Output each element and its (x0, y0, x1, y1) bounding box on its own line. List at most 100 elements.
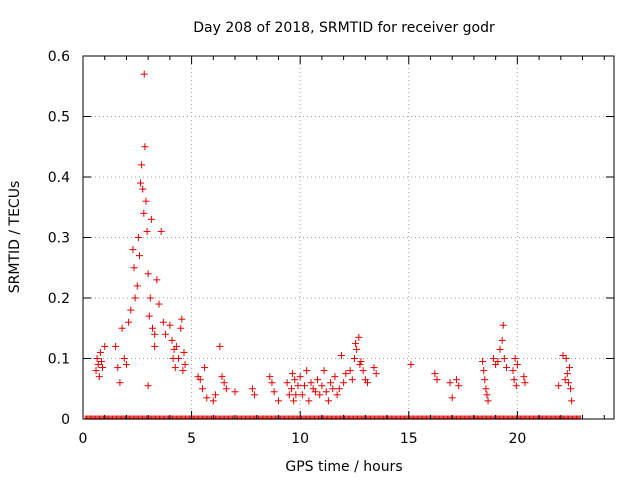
data-point (96, 348, 104, 356)
data-point (180, 348, 188, 356)
data-point (327, 379, 335, 387)
data-point (196, 376, 204, 384)
data-point (118, 324, 126, 332)
data-point (480, 367, 488, 375)
data-point (511, 355, 519, 362)
x-tick-label: 15 (400, 431, 418, 447)
data-point (352, 339, 360, 347)
data-point (93, 355, 101, 362)
data-point (99, 364, 107, 372)
y-tick-label: 0.1 (48, 352, 70, 368)
data-point (568, 397, 576, 405)
x-tick-label: 20 (508, 431, 526, 447)
data-point (353, 345, 361, 353)
chart-title: Day 208 of 2018, SRMTID for receiver god… (193, 20, 495, 36)
data-point (283, 379, 291, 387)
data-point (407, 361, 415, 369)
x-tick-labels: 0 5 10 15 20 (79, 431, 527, 447)
data-point (520, 373, 528, 381)
data-point (112, 342, 120, 350)
data-point (140, 209, 148, 217)
data-point (357, 358, 365, 366)
data-point (101, 342, 109, 350)
data-point (446, 379, 454, 387)
data-point (333, 391, 341, 399)
data-point (482, 385, 490, 393)
data-point (433, 376, 441, 384)
data-point (231, 388, 239, 396)
data-point (138, 161, 146, 169)
data-point (220, 379, 228, 387)
data-point (481, 376, 489, 384)
data-point (496, 345, 504, 353)
data-point (348, 376, 356, 384)
data-point (298, 391, 306, 399)
data-point (157, 227, 165, 235)
data-point (155, 300, 163, 308)
data-point (494, 358, 502, 366)
data-point (171, 364, 179, 372)
data-point (500, 355, 508, 362)
data-point (142, 197, 150, 205)
data-point (216, 342, 224, 350)
data-point (148, 324, 156, 332)
data-point (337, 351, 345, 359)
data-point (270, 388, 278, 396)
data-point (484, 397, 492, 405)
data-point (559, 351, 567, 359)
data-point (561, 376, 569, 384)
data-point (266, 373, 274, 381)
data-point (137, 179, 145, 187)
data-point (139, 185, 147, 193)
y-tick-label: 0.2 (48, 291, 70, 307)
y-tick-label: 0.3 (48, 231, 70, 247)
data-point (127, 306, 135, 314)
data-point (301, 382, 309, 390)
data-point (296, 373, 304, 381)
data-point (201, 364, 209, 372)
data-point (340, 379, 348, 387)
data-point (489, 355, 497, 362)
data-point (159, 318, 167, 326)
y-axis-label: SRMTID / TECUs (7, 181, 23, 294)
data-point (290, 397, 298, 405)
data-point (510, 376, 518, 384)
data-point (175, 355, 183, 362)
data-point (291, 376, 299, 384)
data-point (499, 321, 507, 329)
data-point (318, 382, 326, 390)
data-point (316, 391, 324, 399)
x-tick-label: 0 (79, 431, 88, 447)
data-point (114, 364, 122, 372)
data-point (567, 385, 575, 393)
data-point (147, 215, 155, 223)
data-point (122, 361, 130, 369)
data-point (133, 282, 141, 290)
data-point (177, 324, 185, 332)
data-point (289, 370, 297, 378)
data-point (218, 373, 226, 381)
data-point (303, 367, 311, 375)
x-axis-label: GPS time / hours (285, 459, 402, 475)
data-point (198, 385, 206, 393)
data-point (565, 364, 573, 372)
data-point (268, 379, 276, 387)
data-point (168, 336, 176, 344)
data-point (563, 370, 571, 378)
data-point (512, 382, 520, 390)
data-point (331, 373, 339, 381)
data-point (356, 361, 364, 369)
data-point (179, 367, 187, 375)
data-point (564, 379, 572, 387)
y-tick-label: 0 (61, 412, 70, 428)
data-point (555, 382, 563, 390)
tick-marks (82, 55, 614, 420)
data-point (431, 370, 439, 378)
y-tick-label: 0.6 (48, 49, 70, 65)
data-point (329, 385, 337, 393)
y-tick-label: 0.4 (48, 170, 70, 186)
data-point (211, 391, 219, 399)
data-point (130, 264, 138, 272)
